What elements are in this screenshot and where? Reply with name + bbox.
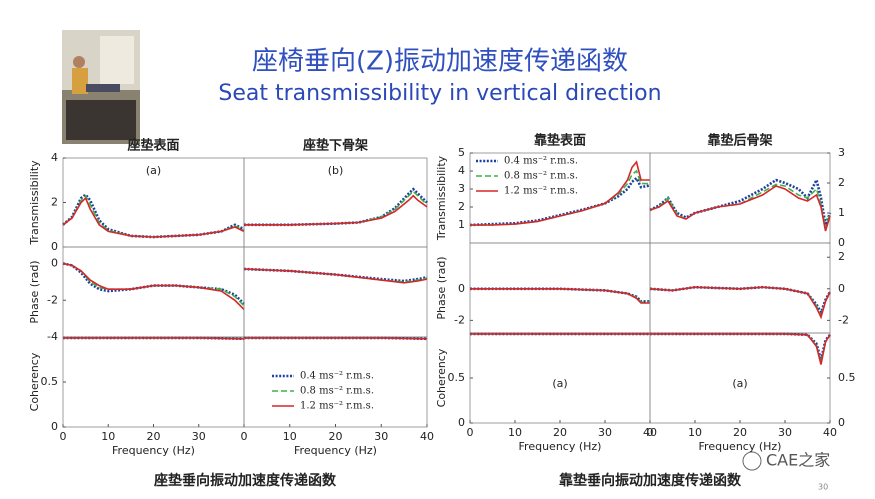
x-tick-label: 20 [553, 426, 567, 439]
y-tick-label: 4 [458, 164, 465, 177]
y-tick-label: 0 [838, 282, 845, 295]
x-tick-label: 0 [467, 426, 474, 439]
y-tick-label: 0 [838, 236, 845, 249]
x-tick-label: 10 [688, 426, 702, 439]
x-tick-label: 0 [60, 430, 67, 443]
x-tick-label: 10 [101, 430, 115, 443]
y-tick-label: -2 [838, 313, 849, 326]
y-axis-title: Transmissibility [435, 155, 448, 241]
y-axis-title: Coherency [435, 348, 448, 407]
page-number: 30 [818, 483, 828, 492]
panel-label: (a) [732, 377, 747, 390]
y-axis-title: Transmissibility [28, 160, 41, 246]
y-tick-label: 0 [458, 416, 465, 429]
y-tick-label: 2 [838, 176, 845, 189]
x-tick-label: 40 [823, 426, 837, 439]
data-line [649, 286, 831, 320]
y-tick-label: 3 [838, 146, 845, 159]
legend-label: 0.4 ms⁻² r.m.s. [504, 156, 578, 167]
panel-title: 靠垫后骨架 [707, 133, 772, 149]
x-tick-label: 0 [241, 430, 248, 443]
x-tick-label: 40 [643, 426, 657, 439]
y-tick-label: 0.5 [41, 375, 59, 388]
panel-title: 靠垫表面 [534, 133, 586, 149]
y-tick-label: 0 [51, 257, 58, 270]
y-axis-title: Phase (rad) [435, 256, 448, 319]
legend-label: 1.2 ms⁻² r.m.s. [504, 186, 578, 197]
watermark: CAE之家 [766, 451, 830, 470]
panel-title: 座垫下骨架 [302, 138, 368, 154]
x-tick-label: 10 [508, 426, 522, 439]
data-line [243, 268, 428, 284]
y-tick-label: 5 [458, 146, 465, 159]
y-tick-label: -2 [47, 293, 58, 306]
y-tick-label: 0.5 [448, 371, 466, 384]
x-tick-label: 30 [192, 430, 206, 443]
y-axis-title: Coherency [28, 352, 41, 411]
data-line [650, 333, 831, 365]
data-line [244, 194, 428, 226]
legend-label: 0.8 ms⁻² r.m.s. [504, 171, 578, 182]
data-line [243, 267, 428, 283]
data-line [63, 337, 245, 340]
x-tick-label: 20 [329, 430, 343, 443]
legend-label: 0.8 ms⁻² r.m.s. [300, 386, 374, 397]
x-tick-label: 10 [283, 430, 297, 443]
photo [62, 30, 140, 144]
data-line [649, 183, 831, 229]
y-tick-label: 0 [51, 420, 58, 433]
x-axis-title: Frequency (Hz) [294, 444, 377, 457]
x-tick-label: 20 [147, 430, 161, 443]
y-tick-label: 2 [458, 200, 465, 213]
panel-label: (a) [552, 377, 567, 390]
x-tick-label: 30 [374, 430, 388, 443]
caption: 靠垫垂向振动加速度传递函数 [559, 472, 742, 489]
data-line [62, 262, 245, 310]
panel-label: (b) [328, 164, 344, 177]
x-axis-title: Frequency (Hz) [112, 444, 195, 457]
data-line [62, 196, 245, 238]
y-tick-label: 3 [458, 182, 465, 195]
x-axis-title: Frequency (Hz) [699, 440, 782, 453]
y-tick-label: 1 [838, 206, 845, 219]
y-axis-title: Phase (rad) [28, 260, 41, 323]
data-line [470, 288, 650, 304]
x-tick-label: 30 [598, 426, 612, 439]
y-tick-label: 0 [458, 282, 465, 295]
x-tick-label: 30 [778, 426, 792, 439]
data-line [470, 160, 650, 226]
x-tick-label: 20 [733, 426, 747, 439]
data-line [649, 185, 831, 232]
y-tick-label: 2 [51, 196, 58, 209]
y-tick-label: 2 [838, 250, 845, 263]
y-tick-label: 4 [51, 151, 58, 164]
y-tick-label: 0.5 [838, 371, 856, 384]
watermark-icon [742, 451, 762, 471]
y-tick-label: 0 [51, 240, 58, 253]
x-tick-label: 0 [647, 426, 654, 439]
legend-label: 1.2 ms⁻² r.m.s. [300, 401, 374, 412]
panel-label: (a) [146, 164, 161, 177]
y-tick-label: -4 [47, 330, 58, 343]
data-line [649, 176, 832, 230]
x-tick-label: 40 [420, 430, 434, 443]
slide-title: 座椅垂向(Z)振动加速度传递函数 [252, 47, 628, 77]
data-line [244, 337, 428, 340]
legend-label: 0.4 ms⁻² r.m.s. [300, 371, 374, 382]
caption: 座垫垂向振动加速度传递函数 [154, 472, 337, 489]
panel-title: 座垫表面 [126, 138, 179, 154]
slide-subtitle: Seat transmissibility in vertical direct… [218, 81, 661, 106]
y-tick-label: 0 [838, 416, 845, 429]
x-axis-title: Frequency (Hz) [519, 440, 602, 453]
y-tick-label: 1 [458, 218, 465, 231]
y-tick-label: -2 [454, 313, 465, 326]
